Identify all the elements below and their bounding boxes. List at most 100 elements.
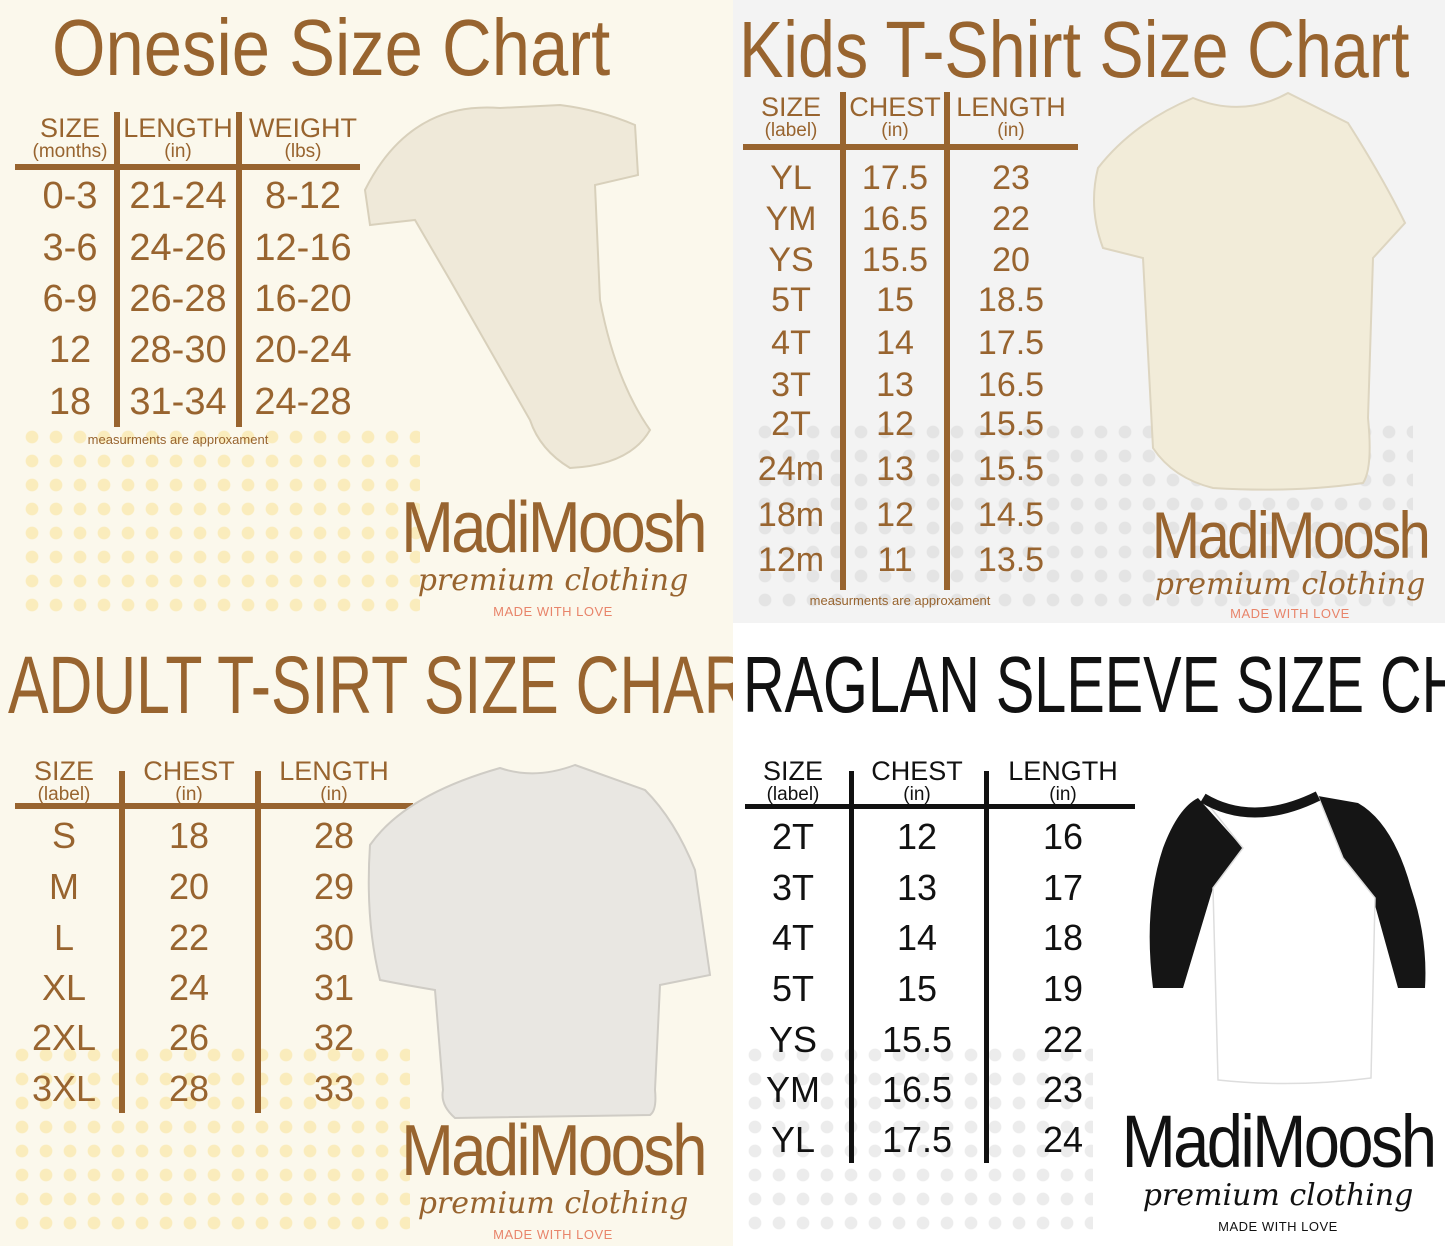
table-cell: 24-28 — [254, 381, 352, 423]
header-divider — [743, 144, 1078, 150]
table-cell: 3T — [771, 366, 811, 404]
brand-logo: MadiMoosh premium clothing MADE WITH LOV… — [1151, 498, 1431, 621]
table-cell: 12m — [757, 541, 825, 579]
table-cell: 14.5 — [977, 496, 1045, 534]
table-cell: 18 — [1042, 917, 1084, 958]
table-cell: 26-28 — [129, 278, 227, 320]
table-cell: 30 — [313, 917, 355, 958]
column-header: CHEST (in) — [871, 756, 963, 805]
table-cell: 0-3 — [42, 175, 98, 217]
column-header-label: SIZE — [762, 756, 824, 786]
table-cell: 16.5 — [977, 366, 1045, 404]
column-header-label: LENGTH — [123, 113, 233, 143]
column-divider — [984, 771, 989, 1163]
brand-logo: MadiMoosh premium clothing MADE WITH LOV… — [1121, 1100, 1437, 1235]
table-cell: 12-16 — [254, 227, 352, 269]
table-cell: 19 — [1042, 968, 1084, 1009]
table-cell: 17.5 — [861, 159, 929, 197]
table-cell: 23 — [1042, 1069, 1084, 1110]
column-header-unit: (label) — [766, 784, 820, 805]
onesie-image — [363, 103, 652, 470]
column-header-unit: (in) — [164, 141, 192, 162]
table-cell: 2T — [771, 816, 815, 857]
column-divider — [849, 771, 854, 1163]
column-header: LENGTH (in) — [1008, 758, 1118, 805]
table-cell: 6-9 — [42, 278, 98, 320]
column-header-unit: (months) — [32, 141, 108, 162]
column-divider — [944, 92, 950, 590]
column-header: CHEST (in) — [849, 92, 941, 141]
table-cell: 28-30 — [129, 329, 227, 371]
table-cell: 13 — [876, 450, 914, 488]
raglan-shirt-image — [1149, 791, 1426, 1085]
column-header-label: WEIGHT — [249, 113, 357, 143]
column-divider — [236, 112, 242, 427]
adult-tshirt-image — [367, 763, 712, 1120]
table-cell: YM — [765, 200, 817, 238]
table-cell: 33 — [313, 1068, 355, 1109]
table-cell: 32 — [313, 1017, 355, 1058]
table-cell: 26 — [168, 1017, 210, 1058]
table-cell: 24-26 — [129, 227, 227, 269]
table-cell: 29 — [313, 866, 355, 907]
table-cell: 11 — [877, 541, 913, 579]
table-cell: 14 — [876, 324, 914, 362]
table-cell: 3-6 — [42, 227, 98, 269]
column-header: SIZE (label) — [762, 756, 824, 805]
column-header-label: LENGTH — [279, 756, 389, 786]
kids-tshirt-size-chart-panel: Kids T-Shirt Size Chart SIZE (label) CHEST… — [733, 0, 1445, 623]
column-header: SIZE (label) — [761, 94, 821, 141]
column-divider — [114, 112, 120, 427]
header-divider — [15, 803, 413, 809]
column-header-label: CHEST — [871, 756, 963, 786]
column-header: LENGTH (in) — [279, 756, 389, 805]
column-header-unit: (in) — [320, 784, 348, 805]
measurement-note: measurments are approxament — [809, 593, 991, 608]
table-cell: 31 — [313, 967, 355, 1008]
table-cell: 14 — [896, 917, 938, 958]
table-cell: 3T — [771, 867, 815, 908]
table-cell: 24 — [1042, 1119, 1084, 1160]
table-cell: S — [51, 815, 77, 856]
column-divider — [255, 771, 261, 1113]
table-cell: 12 — [896, 816, 938, 857]
table-cell: 5T — [771, 281, 811, 319]
column-header: LENGTH (in) — [123, 113, 233, 162]
table-cell: 18 — [48, 381, 92, 423]
column-header-unit: (in) — [175, 784, 203, 805]
table-cell: YL — [770, 1119, 816, 1160]
table-cell: 3XL — [31, 1068, 97, 1109]
dot-pattern — [743, 1043, 1093, 1238]
dot-pattern — [20, 425, 420, 615]
table-cell: 18 — [168, 815, 210, 856]
table-cell: 23 — [992, 159, 1030, 197]
column-header: SIZE (label) — [34, 758, 94, 805]
table-cell: 2XL — [31, 1017, 97, 1058]
table-cell: 2T — [771, 405, 811, 443]
table-cell: 21-24 — [129, 175, 227, 217]
adult-tshirt-size-chart-panel: ADULT T-SIRT SIZE CHART SIZE (label) CHEST… — [0, 623, 733, 1246]
table-cell: 12 — [876, 496, 914, 534]
table-cell: 12 — [876, 405, 914, 443]
column-divider — [119, 771, 125, 1113]
table-cell: 13.5 — [977, 541, 1045, 579]
column-header-unit: (in) — [997, 120, 1025, 141]
table-cell: YM — [766, 1069, 820, 1110]
table-cell: 28 — [168, 1068, 210, 1109]
table-cell: 20-24 — [254, 329, 352, 371]
table-cell: 31-34 — [129, 381, 227, 423]
table-cell: 24 — [168, 967, 210, 1008]
column-header-label: CHEST — [143, 756, 235, 786]
table-cell: 22 — [992, 200, 1030, 238]
table-cell: 22 — [168, 917, 210, 958]
brand-logo: MadiMoosh premium clothing MADE WITH LOV… — [401, 488, 707, 619]
table-cell: YS — [768, 241, 814, 279]
column-header-unit: (in) — [881, 120, 909, 141]
column-header-label: SIZE — [39, 113, 100, 143]
column-header-label: CHEST — [849, 92, 941, 122]
table-cell: 4T — [771, 324, 811, 362]
column-header-label: LENGTH — [956, 92, 1066, 122]
table-cell: YL — [770, 159, 812, 197]
table-cell: 15.5 — [881, 1019, 953, 1060]
table-cell: 15 — [876, 281, 914, 319]
